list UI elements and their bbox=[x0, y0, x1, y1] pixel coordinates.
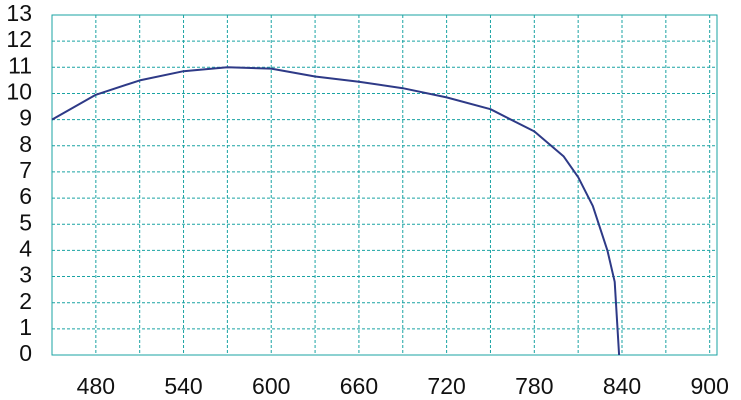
y-tick-label: 1 bbox=[19, 314, 32, 340]
x-tick-label: 480 bbox=[77, 373, 115, 399]
y-tick-label: 0 bbox=[19, 340, 32, 366]
x-tick-label: 540 bbox=[164, 373, 202, 399]
y-tick-label: 2 bbox=[19, 288, 32, 314]
x-tick-label: 780 bbox=[515, 373, 553, 399]
y-tick-label: 10 bbox=[6, 79, 32, 105]
y-tick-label: 5 bbox=[19, 209, 32, 235]
y-tick-label: 6 bbox=[19, 183, 32, 209]
x-tick-label: 840 bbox=[603, 373, 641, 399]
plot-border bbox=[51, 14, 718, 356]
y-tick-label: 13 bbox=[6, 0, 32, 26]
y-tick-label: 3 bbox=[19, 262, 32, 288]
line bbox=[51, 66, 621, 356]
x-tick-label: 660 bbox=[340, 373, 378, 399]
x-tick-label: 720 bbox=[427, 373, 465, 399]
y-tick-label: 8 bbox=[19, 131, 32, 157]
y-tick-label: 7 bbox=[19, 157, 32, 183]
y-tick-label: 4 bbox=[19, 235, 32, 261]
x-tick-label: 900 bbox=[691, 373, 729, 399]
y-tick-label: 9 bbox=[19, 105, 32, 131]
y-tick-label: 11 bbox=[8, 52, 32, 78]
x-tick-label: 600 bbox=[252, 373, 290, 399]
y-tick-label: 12 bbox=[6, 26, 32, 52]
